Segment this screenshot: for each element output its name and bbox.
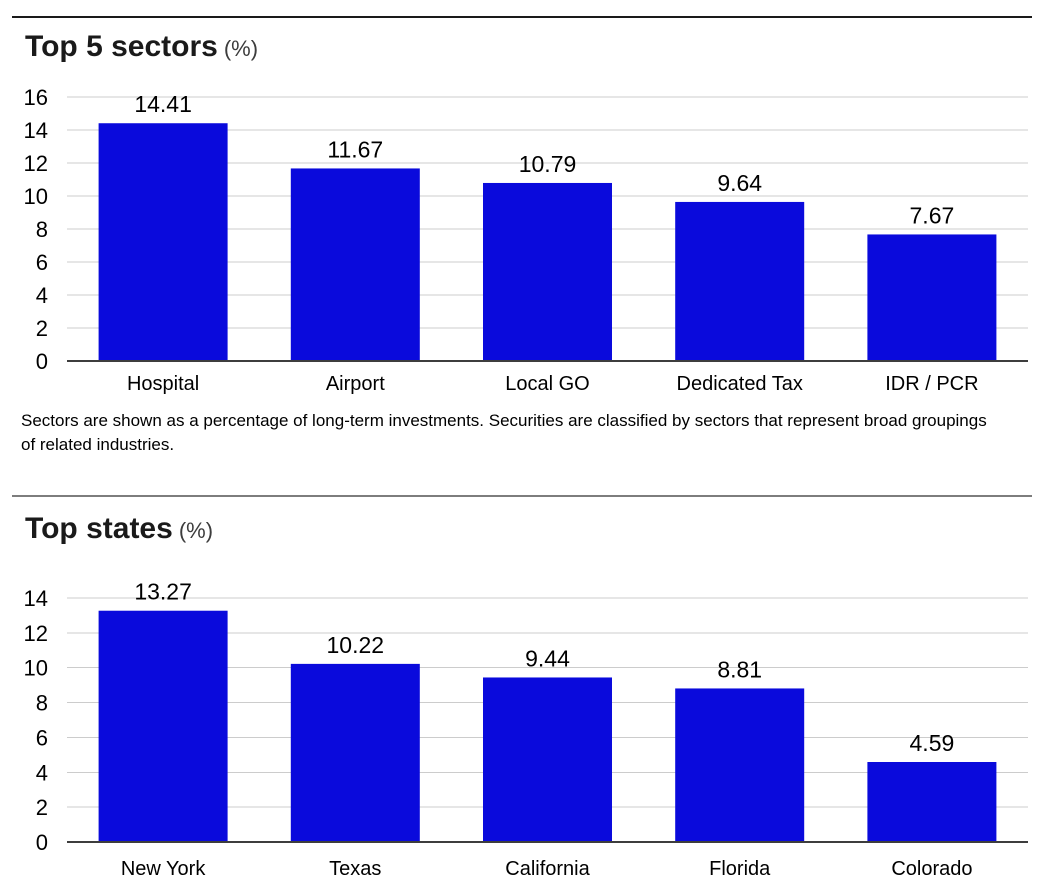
x-axis-category-label: Local GO [505, 373, 589, 395]
top-sectors-title: Top 5 sectors (%) [25, 32, 258, 64]
x-axis-category-label: Hospital [127, 373, 199, 395]
y-axis-tick-label: 4 [36, 283, 48, 308]
bar-value-label: 14.41 [134, 91, 192, 117]
bar-value-label: 10.79 [519, 151, 577, 177]
top-states-title: Top states (%) [25, 514, 213, 546]
bar [98, 610, 228, 842]
x-axis-category-label: Dedicated Tax [677, 373, 803, 395]
bar [867, 234, 997, 361]
x-axis-category-label: New York [121, 858, 206, 880]
top-sectors-title-unit: (%) [223, 36, 259, 61]
bar-value-label: 7.67 [910, 202, 955, 228]
y-axis-tick-label: 4 [36, 760, 48, 785]
bar [290, 168, 420, 361]
top-states-title-unit: (%) [178, 518, 214, 543]
bar-value-label: 13.27 [134, 579, 192, 605]
bar [483, 677, 612, 842]
top-sectors-bar-chart: 0 2 4 6 8 10 12 14 16 14.41 Hospital 11.67 Airport 10… [24, 85, 1028, 395]
top-states-title-text: Top states [25, 512, 173, 545]
y-axis-tick-label: 10 [24, 184, 48, 209]
top-states-bar-chart: 0 2 4 6 8 10 12 14 13.27 New York 10.22 Texas 9.44 Ca… [24, 579, 1028, 880]
y-axis-tick-label: 12 [24, 151, 48, 176]
bar [675, 201, 805, 361]
y-axis-tick-label: 16 [24, 85, 48, 110]
y-axis-tick-label: 0 [36, 830, 48, 855]
y-axis-tick-label: 6 [36, 250, 48, 275]
y-axis-tick-label: 2 [36, 316, 48, 341]
y-axis-tick-label: 2 [36, 795, 48, 820]
bar-value-label: 11.67 [327, 136, 383, 162]
y-axis-tick-label: 14 [24, 586, 48, 611]
y-axis-tick-label: 10 [24, 656, 48, 681]
bar-value-label: 9.44 [525, 645, 570, 671]
y-axis-tick-label: 6 [36, 725, 48, 750]
bar [290, 663, 420, 842]
bar-value-label: 9.64 [717, 170, 762, 196]
x-axis-category-label: Texas [329, 858, 381, 880]
bar [98, 123, 228, 361]
bar-value-label: 10.22 [327, 632, 385, 658]
x-axis-category-label: Colorado [891, 858, 972, 880]
bar-value-label: 8.81 [717, 656, 762, 682]
bar [675, 688, 805, 842]
sectors-footnote: Sectors are shown as a percentage of lon… [21, 411, 987, 454]
top-rule [12, 16, 1032, 18]
y-axis-tick-label: 8 [36, 691, 48, 716]
x-axis-category-label: California [505, 858, 590, 880]
y-axis-tick-label: 0 [36, 349, 48, 374]
section-divider-rule [12, 495, 1032, 497]
y-axis-tick-label: 12 [24, 621, 48, 646]
y-axis-tick-label: 8 [36, 217, 48, 242]
top-sectors-title-text: Top 5 sectors [25, 30, 218, 63]
y-axis-tick-label: 14 [24, 118, 48, 143]
bar-value-label: 4.59 [910, 730, 955, 756]
bar [483, 182, 612, 361]
bar [867, 762, 997, 842]
x-axis-category-label: Florida [709, 858, 771, 880]
x-axis-category-label: Airport [326, 373, 385, 395]
x-axis-category-label: IDR / PCR [885, 373, 978, 395]
